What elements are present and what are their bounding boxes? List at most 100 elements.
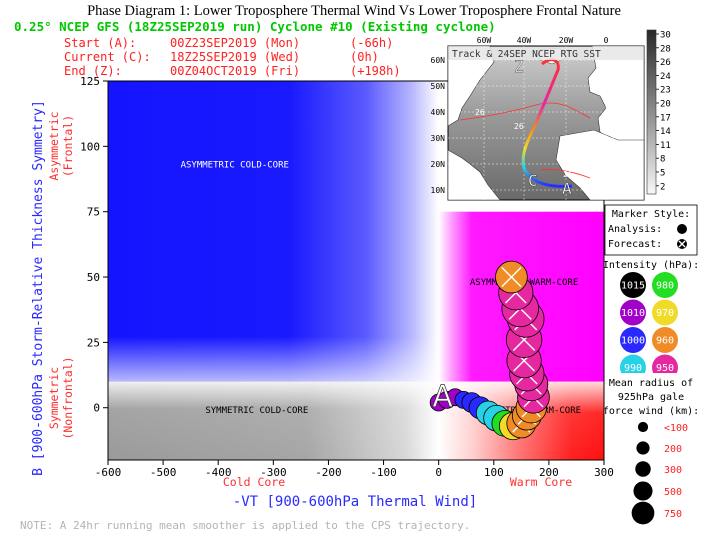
radius-swatch [633,481,653,501]
colorbar-tick-label: 5 [660,169,665,179]
inset-lat-label: 40N [431,108,446,117]
radius-title-box [605,373,697,417]
header-current-time: 18Z25SEP2019 (Wed) [170,50,300,64]
colorbar-tick-label: 20 [660,100,671,110]
page-title: Phase Diagram 1: Lower Troposphere Therm… [87,3,621,19]
x-tick-label: -600 [95,466,122,479]
sym-cold-fade [108,381,439,460]
intensity-swatch-label: 960 [656,336,674,347]
intensity-swatch [620,299,646,326]
colorbar-tick-label: 28 [660,44,671,54]
start-marker-label: A [432,379,453,414]
legend: Marker Style: Analysis: Forecast: Intens… [603,204,699,525]
inset-contour-label: 26 [563,170,573,179]
y-tick-label: 50 [87,271,100,284]
intensity-swatch-label: 970 [656,308,674,319]
inset-marker-a: A [562,179,572,198]
inset-lon-label: 20W [559,36,574,45]
inset-lat-label: 10N [431,186,446,195]
cyclone-trajectory: A [429,260,550,441]
y-tick-label: 100 [80,140,100,153]
footnote: NOTE: A 24hr running mean smoother is ap… [20,519,470,532]
colorbar-tick-label: 11 [660,141,671,151]
y-axis-title: B [900-600hPa Storm-Relative Thickness S… [31,100,46,476]
colorbar-tick-label: 23 [660,86,671,96]
radius-legend: <100 200 300 500 750 [631,421,688,525]
radius-swatch-label: <100 [664,423,688,434]
inset-title-bar [449,47,643,60]
colorbar-tick-label: 14 [660,127,671,137]
inset-track-map: 26 26 26 Z C A Track & 24SEP NCEP RTG SS… [431,29,671,201]
header-current-label: Current (C): [64,50,151,64]
y-upper-label-1: Asymmetric [47,111,61,180]
y-tick-label: 125 [80,75,100,88]
colorbar-tick-label: 8 [660,155,665,165]
header-current-offset: (0h) [350,50,379,64]
y-tick-label: 75 [87,206,100,219]
intensity-swatch [652,299,678,326]
x-tick-label: 100 [484,466,504,479]
intensity-swatch [620,272,646,298]
inset-contour-label: 26 [475,108,485,117]
intensity-swatch-label: 990 [624,363,642,374]
colorbar-tick-label: 24 [660,72,671,82]
x-tick-label: -100 [370,466,397,479]
intensity-swatch [652,327,678,353]
radius-swatch-label: 300 [664,465,682,476]
radius-swatch [631,501,655,525]
y-upper-label-2: (Frontal) [61,115,75,177]
radius-title-line: 925hPa gale [618,392,684,403]
header-end-offset: (+198h) [350,64,401,78]
radius-swatch [635,461,651,477]
header-start-offset: (-66h) [350,36,393,50]
intensity-swatch [620,327,646,353]
inset-lon-label: 60W [477,36,492,45]
inset-contour-26 [459,102,591,121]
y-tick-label: 25 [87,336,100,349]
intensity-swatch-label: 1000 [621,336,645,347]
header-start-label: Start (A): [64,36,136,50]
y-lower-label-1: Symmetric [47,367,61,429]
intensity-legend: 1015 980 1010 970 1000 960 990 950 [620,272,678,381]
inset-lat-label: 30N [431,134,446,143]
colorbar-tick-label: 2 [660,182,665,192]
inset-lon-label: 40W [517,36,532,45]
x-right-label: Warm Core [510,475,572,489]
intensity-title: Intensity (hPa): [603,260,699,271]
x-tick-label: -400 [205,466,232,479]
radius-swatch-label: 750 [664,509,682,520]
inset-lon-label: 0 [604,36,609,45]
intensity-swatch-label: 980 [656,281,674,292]
radius-swatch-label: 200 [664,444,682,455]
radius-title-line: Mean radius of [609,378,693,389]
colorbar-tick-label: 30 [660,31,671,41]
analysis-label: Analysis: [608,224,662,235]
inset-title: Track & 24SEP NCEP RTG SST [452,49,601,60]
quadrant-label-asym-cold: ASYMMETRIC COLD-CORE [181,160,289,170]
analysis-marker-icon [677,224,687,234]
marker-style-title: Marker Style: [612,209,690,220]
x-left-label: Cold Core [223,475,285,489]
header-end-label: End (Z): [64,64,122,78]
radius-swatch [637,421,649,433]
forecast-cross [501,266,522,288]
quadrant-label-sym-cold: SYMMETRIC COLD-CORE [205,406,308,416]
inset-marker-c: C [528,171,538,190]
radius-title-line: force wind (km): [603,406,699,417]
asym-cold-fade [108,81,439,382]
plot-frame [107,80,605,461]
colorbar-tick-label: 26 [660,58,671,68]
chart-axes: -600 -500 -400 -300 -200 -100 0 100 200 300 0 25 50 7… [80,75,614,479]
inset-track-line [521,58,573,188]
forecast-label: Forecast: [608,239,662,250]
y-lower-label-2: (Nonfrontal) [61,356,75,439]
x-axis-title: -VT [900-600hPa Thermal Wind] [233,494,477,510]
intensity-swatch-label: 950 [656,363,674,374]
quadrant-backgrounds [108,81,604,460]
inset-lat-label: 60N [431,56,446,65]
radius-swatch-label: 500 [664,487,682,498]
forecast-marker-cross [678,240,686,248]
inset-contour-label: 26 [514,122,524,131]
y-tick-label: 0 [93,402,100,415]
